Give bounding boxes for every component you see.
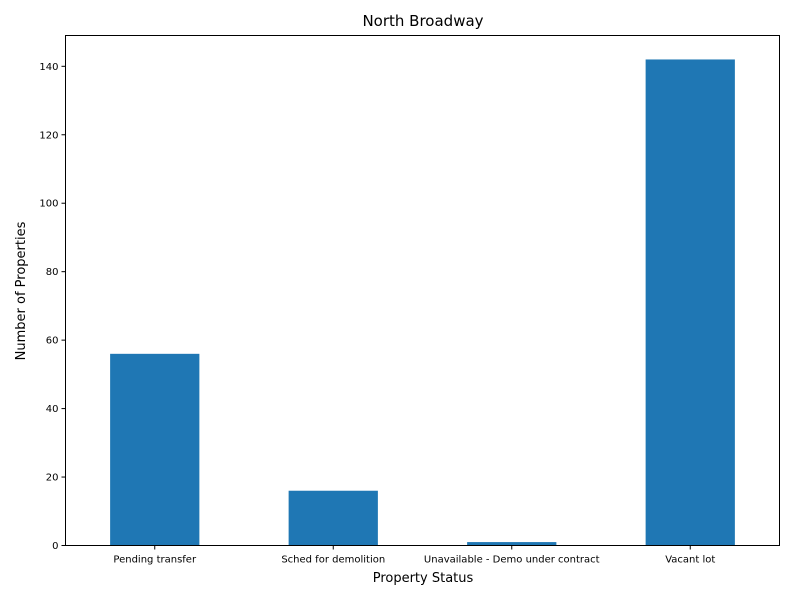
x-tick-label: Unavailable - Demo under contract [424, 555, 600, 566]
bar-2 [467, 542, 557, 546]
x-tick-label: Vacant lot [665, 555, 715, 566]
y-tick-label: 20 [46, 473, 59, 484]
y-tick-label: 100 [39, 199, 58, 210]
x-axis-label: Property Status [373, 571, 474, 586]
x-axis: Pending transfer Sched for demolition Unav… [113, 545, 715, 566]
y-tick-label: 120 [39, 130, 58, 141]
x-tick-label: Sched for demolition [281, 555, 385, 566]
y-axis: 0 20 40 60 80 100 120 140 [39, 62, 66, 552]
chart-title: North Broadway [362, 12, 483, 30]
bars-group [110, 59, 735, 546]
y-axis-label: Number of Properties [14, 221, 29, 360]
bar-0 [110, 353, 200, 546]
bar-1 [288, 490, 378, 546]
y-tick-label: 40 [46, 404, 59, 415]
bar-3 [645, 59, 735, 546]
y-tick-label: 140 [39, 62, 58, 73]
plot-frame [65, 35, 780, 546]
y-tick-label: 80 [46, 267, 59, 278]
y-tick-label: 0 [52, 541, 58, 552]
x-tick-label: Pending transfer [113, 555, 197, 566]
y-tick-label: 60 [46, 336, 59, 347]
